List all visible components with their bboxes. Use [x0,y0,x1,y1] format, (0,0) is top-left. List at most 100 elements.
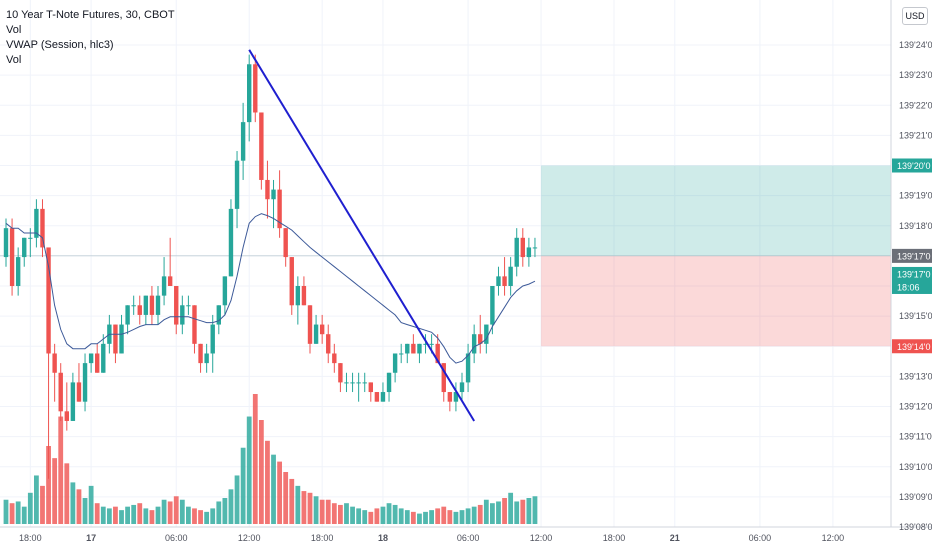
price-label-text: 139'20'0 [897,161,930,171]
candle-body [295,286,301,306]
time-tick-label: 21 [670,533,680,543]
candle [338,363,343,393]
price-tick-label: 139'12'0 [899,402,932,412]
volume-bar [173,496,179,524]
candle-body [332,353,337,364]
volume-bar [222,498,228,524]
candle-body [125,305,130,325]
price-label-badge: 139'17'0 [892,248,932,263]
candle [192,305,197,354]
candle [313,314,319,344]
trendline [248,49,476,422]
candle [9,218,15,296]
candle-body [247,64,252,123]
volume-bar [386,503,392,524]
price-label-text: 139'17'0 [897,251,930,261]
candle-body [356,382,361,384]
candle [374,392,380,402]
volume-bar [15,501,21,524]
volume-bar [258,420,264,524]
candle-body [259,112,264,180]
candle [508,257,513,296]
candle-body [459,382,465,393]
candle-body [502,276,507,286]
candle [101,334,106,373]
candle [234,151,240,229]
candle-body [453,392,459,402]
candle [502,257,507,296]
candle [247,54,252,142]
volume-bar [490,503,495,524]
volume-bar [471,506,477,524]
volume-bar [265,440,270,524]
candle-body [204,353,209,364]
volume-bar [313,496,319,524]
candle [271,179,276,229]
candle [514,228,519,277]
candle-body [289,257,294,306]
volume-bar [179,499,185,524]
volume-bar [283,472,289,524]
loss-zone [541,255,891,347]
volume-bar [380,506,386,524]
candle-body [88,353,94,364]
candle [15,247,21,296]
price-label-badge: 18:06 [892,279,932,294]
volume-bar [155,506,161,524]
volume-bar [64,463,70,524]
candle-body [271,189,276,200]
volume-bar [423,511,428,524]
price-tick-label: 139'18'0 [899,221,932,231]
time-tick-label: 12:00 [822,533,845,543]
profit-zone [541,165,891,256]
candle-body [399,353,404,355]
candle-body [174,286,179,325]
candle [161,257,167,306]
price-label-text: 139'17'0 [897,269,930,279]
candle [399,343,404,364]
candle [240,102,246,180]
volume-bar [496,501,501,524]
candle-body [490,286,495,325]
candle-body [441,363,446,393]
candle-body [228,208,234,277]
candle-body [508,266,513,286]
candle [326,324,331,364]
volume-bar [307,492,313,524]
candle-body [143,295,149,315]
candle-body [149,295,155,315]
candle [417,343,422,364]
candle [155,286,161,325]
candle [368,382,373,402]
volume-bar [234,475,240,524]
candle-body [52,353,57,373]
volume-bar [483,499,489,524]
candle [58,363,63,421]
volume-bar [21,506,27,524]
volume-bar [119,510,124,524]
time-tick-label: 18:00 [311,533,334,543]
volume-bar [149,510,155,524]
volume-bar [417,513,422,524]
candle-body [417,343,422,354]
volume-bar [3,499,9,524]
volume-bar [192,508,197,524]
volume-bar [295,485,301,524]
candle [332,343,337,373]
currency-button[interactable]: USD [902,7,928,25]
time-tick-label: 12:00 [530,533,553,543]
candle [52,343,57,402]
candle [496,266,501,296]
candles [3,54,538,479]
volume-bar [459,510,465,524]
candle [28,228,33,258]
candle-body [253,64,258,113]
candle [362,372,367,393]
volume-bar [137,503,143,524]
candle [386,372,392,402]
volume-bar [410,511,416,524]
volume-bar [453,511,459,524]
volume-bar [289,478,295,524]
time-tick-label: 17 [86,533,96,543]
